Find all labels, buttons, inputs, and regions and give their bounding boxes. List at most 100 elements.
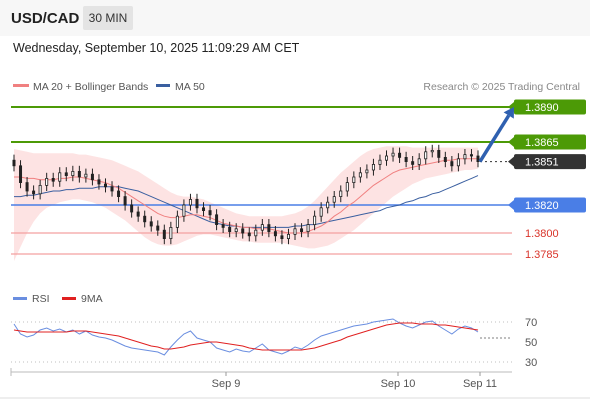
candle-down xyxy=(77,170,81,178)
candle-down xyxy=(404,156,408,162)
candle-down xyxy=(149,221,153,227)
current-level-label: 1.3851 xyxy=(525,157,559,169)
candle-down xyxy=(450,161,454,167)
rsi-legend-label: RSI xyxy=(32,293,50,305)
currency-pair-title: USD/CAD xyxy=(11,10,80,27)
chart-header: USD/CAD 30 MIN xyxy=(0,0,590,36)
credit-label: Research © 2025 Trading Central xyxy=(423,81,580,93)
candle-up xyxy=(463,154,467,160)
candle-up xyxy=(391,152,395,157)
candle-up xyxy=(385,155,389,161)
ma50-legend-swatch xyxy=(156,84,170,87)
candle-up xyxy=(424,151,428,160)
candle-down xyxy=(12,159,16,167)
resistance-level-pointer xyxy=(508,137,514,147)
candle-down xyxy=(280,235,284,240)
pivot-level-tag xyxy=(514,197,586,213)
candle-down xyxy=(136,211,140,217)
ma20-legend-label: MA 20 + Bollinger Bands xyxy=(33,81,148,93)
x-tick-label: Sep 10 xyxy=(381,378,416,390)
candle-down xyxy=(247,232,251,237)
candle-down xyxy=(411,161,415,165)
candle-up xyxy=(378,159,382,165)
candle-down xyxy=(130,204,134,213)
candle-down xyxy=(32,190,36,195)
datetime-label: Wednesday, September 10, 2025 11:09:29 A… xyxy=(13,41,300,55)
candle-up xyxy=(182,204,186,217)
rsi-plot: 70 50 30 xyxy=(11,317,537,369)
candle-down xyxy=(103,183,107,188)
candle-up xyxy=(71,170,75,176)
candle-up xyxy=(234,228,238,233)
current-level-pointer xyxy=(508,156,514,167)
candle-down xyxy=(437,149,441,158)
candle-down xyxy=(162,229,166,239)
price-plot: 1.3890 1.3865 1.3851 1.3820 1.3800 1.3785 xyxy=(11,99,586,261)
candle-up xyxy=(293,228,297,235)
candle-down xyxy=(195,198,199,209)
bollinger-band xyxy=(14,146,478,261)
candle-down xyxy=(398,152,402,158)
x-tick-label: Sep 9 xyxy=(212,378,241,390)
candle-down xyxy=(64,172,68,177)
candle-up xyxy=(430,149,434,153)
current-level-tag xyxy=(514,154,586,170)
x-tick-label: Sep 11 xyxy=(463,378,497,390)
candle-up xyxy=(38,184,42,195)
rsi-tick-label: 50 xyxy=(525,337,537,349)
timeframe-button[interactable]: 30 MIN xyxy=(83,6,133,30)
candle-up xyxy=(417,158,421,165)
candle-down xyxy=(110,186,114,192)
ma50-legend-label: MA 50 xyxy=(175,81,205,93)
support-level-label: 1.3800 xyxy=(525,228,559,240)
candle-up xyxy=(456,158,460,167)
candle-down xyxy=(469,154,473,157)
rsi-legend-swatch xyxy=(13,297,27,300)
candle-up xyxy=(84,173,88,178)
candle-up xyxy=(58,172,62,182)
candle-up xyxy=(352,176,356,183)
candle-up xyxy=(286,233,290,239)
candle-down xyxy=(143,215,147,223)
rsi-tick-label: 30 xyxy=(525,357,537,369)
candle-up xyxy=(188,198,192,206)
candle-down xyxy=(117,190,121,197)
candle-down xyxy=(300,228,304,233)
candle-down xyxy=(221,224,225,228)
candle-down xyxy=(241,228,245,234)
support-level-label: 1.3785 xyxy=(525,249,559,261)
resistance-level-label: 1.3865 xyxy=(525,137,559,149)
forecast-arrow-shaft xyxy=(478,114,511,163)
candle-up xyxy=(365,169,369,174)
candle-down xyxy=(443,156,447,162)
rsi-line xyxy=(13,318,479,356)
candle-up xyxy=(260,224,264,231)
candle-down xyxy=(90,173,94,181)
candle-up xyxy=(175,215,179,228)
candle-down xyxy=(123,196,127,206)
candle-up xyxy=(326,201,330,209)
candle-up xyxy=(254,229,258,237)
pivot-level-pointer xyxy=(508,200,514,210)
candle-up xyxy=(371,163,375,171)
ma9-legend-label: 9MA xyxy=(81,293,103,305)
rsi-legend: RSI 9MA xyxy=(13,293,103,305)
ma9-legend-swatch xyxy=(62,297,76,300)
x-axis: Sep 9 Sep 10 Sep 11 xyxy=(0,368,590,399)
resistance-level-tag xyxy=(514,134,586,150)
forecast-arrow-head xyxy=(503,107,514,119)
candle-down xyxy=(267,224,271,233)
resistance-level-label: 1.3890 xyxy=(525,102,559,114)
candle-down xyxy=(19,165,23,184)
ma20-legend-swatch xyxy=(13,84,29,87)
candle-down xyxy=(25,182,29,192)
candle-up xyxy=(169,226,173,239)
pivot-level-label: 1.3820 xyxy=(525,200,559,212)
candle-up xyxy=(313,215,317,225)
candle-up xyxy=(345,182,349,192)
candle-down xyxy=(273,231,277,237)
price-legend: MA 20 + Bollinger Bands MA 50 Research ©… xyxy=(13,81,580,93)
candle-up xyxy=(358,172,362,178)
rsi-tick-label: 70 xyxy=(525,317,537,329)
